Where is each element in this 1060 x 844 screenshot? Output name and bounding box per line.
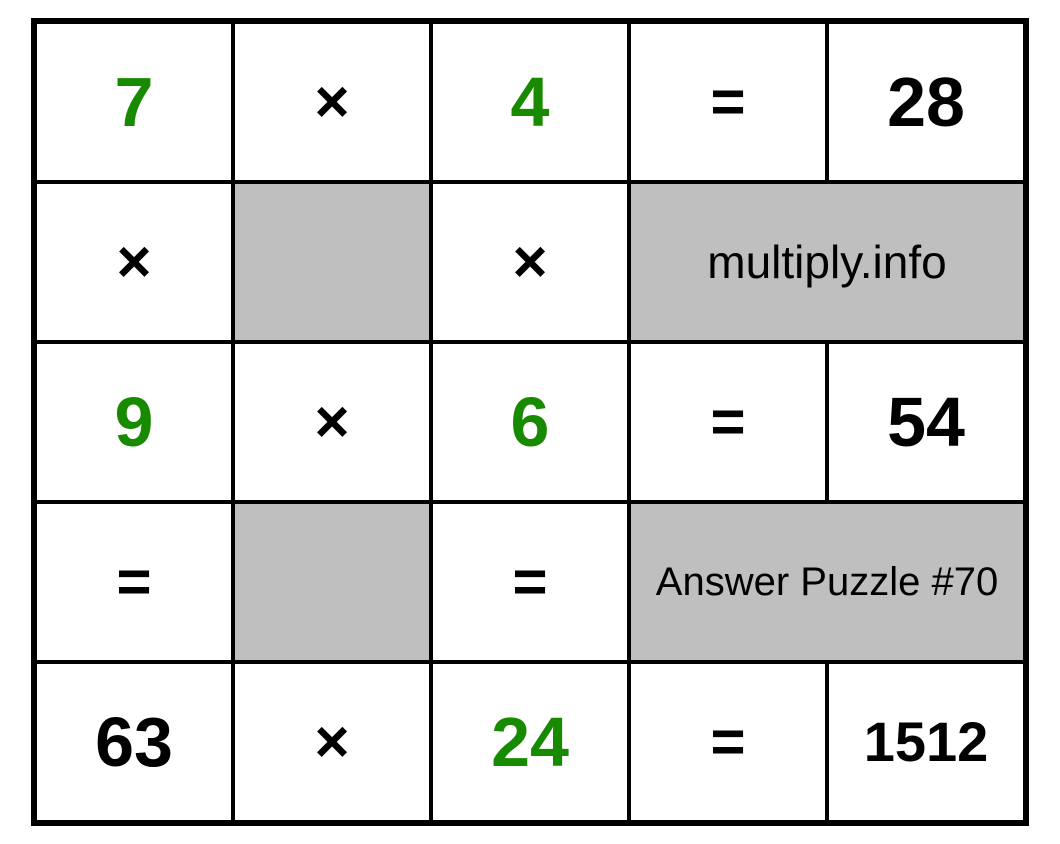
cell-r1c3: 4	[431, 22, 629, 182]
cell-r3c2: ×	[233, 342, 431, 502]
cell-r1c2: ×	[233, 22, 431, 182]
operator-times: ×	[116, 229, 151, 295]
operator-times: ×	[314, 389, 349, 455]
value-r5c1: 63	[95, 704, 173, 781]
value-r5c5: 1512	[864, 711, 989, 773]
cell-r4c1: =	[35, 502, 233, 662]
site-label: multiply.info	[707, 237, 946, 288]
cell-r5c5: 1512	[827, 662, 1025, 822]
puzzle-grid: 7 × 4 = 28 × × multiply.info 9 × 6 = 54 …	[31, 18, 1029, 826]
cell-r4c2-empty	[233, 502, 431, 662]
operator-times: ×	[512, 229, 547, 295]
value-r3c1: 9	[115, 384, 154, 461]
operator-times: ×	[314, 69, 349, 135]
cell-r5c2: ×	[233, 662, 431, 822]
value-r1c5: 28	[887, 64, 965, 141]
cell-r2c2-empty	[233, 182, 431, 342]
cell-r3c4: =	[629, 342, 827, 502]
value-r1c1: 7	[115, 64, 154, 141]
cell-r3c3: 6	[431, 342, 629, 502]
operator-times: ×	[314, 709, 349, 775]
cell-r1c4: =	[629, 22, 827, 182]
operator-equals: =	[710, 709, 745, 775]
value-r3c5: 54	[887, 384, 965, 461]
operator-equals: =	[710, 69, 745, 135]
cell-r2c1: ×	[35, 182, 233, 342]
cell-r5c3: 24	[431, 662, 629, 822]
cell-r1c1: 7	[35, 22, 233, 182]
value-r1c3: 4	[511, 64, 550, 141]
cell-r1c5: 28	[827, 22, 1025, 182]
operator-equals: =	[512, 549, 547, 615]
operator-equals: =	[710, 389, 745, 455]
cell-answer-label: Answer Puzzle #70	[629, 502, 1025, 662]
cell-r2c3: ×	[431, 182, 629, 342]
cell-site-label: multiply.info	[629, 182, 1025, 342]
operator-equals: =	[116, 549, 151, 615]
answer-label: Answer Puzzle #70	[656, 560, 998, 604]
cell-r5c1: 63	[35, 662, 233, 822]
cell-r3c5: 54	[827, 342, 1025, 502]
cell-r4c3: =	[431, 502, 629, 662]
value-r5c3: 24	[491, 704, 569, 781]
cell-r5c4: =	[629, 662, 827, 822]
value-r3c3: 6	[511, 384, 550, 461]
cell-r3c1: 9	[35, 342, 233, 502]
